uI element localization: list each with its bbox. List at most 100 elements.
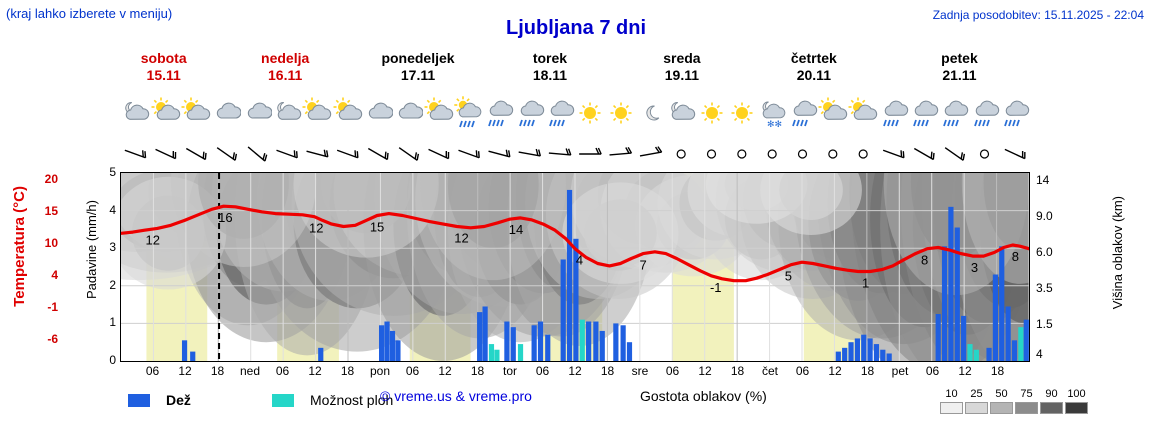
precip-tick-1: 4 <box>109 202 116 217</box>
x-tick-24: 06 <box>925 364 940 378</box>
temp-label-0: 12 <box>146 232 160 247</box>
temp-label-3: 15 <box>370 219 384 234</box>
temp-label-4: 12 <box>454 231 468 246</box>
cloud-density-tick-1: 25 <box>970 388 983 400</box>
cloud-tick-4: 1.5 <box>1036 317 1053 331</box>
wind-barbs <box>124 146 1026 162</box>
temp-label-10: 1 <box>862 275 869 290</box>
precip-bar-48 <box>1018 327 1024 361</box>
weather-icon-slot-22 <box>788 96 818 130</box>
cloud-density-swatch-0 <box>940 402 963 414</box>
day-date: 20.11 <box>796 67 831 83</box>
temp-tick-1: 15 <box>44 204 58 218</box>
weather-icon-cloud-rain <box>912 100 939 127</box>
precip-bar-28 <box>842 347 848 361</box>
weather-icon-slot-17 <box>636 96 666 130</box>
precip-bar-21 <box>586 321 592 361</box>
cloud-density-swatch-2 <box>990 402 1013 414</box>
temp-label-6: 4 <box>576 253 583 268</box>
cloud-density-tick-2: 50 <box>995 388 1008 400</box>
precip-tick-2: 3 <box>109 240 116 255</box>
precip-bar-38 <box>948 206 954 361</box>
plot-canvas: 12 16 12 15 12 14 4 7 -1 5 1 8 3 8 <box>121 173 1029 361</box>
cloud-density-tick-3: 75 <box>1020 388 1033 400</box>
x-tick-26: 18 <box>990 364 1005 378</box>
temperature-tick-labels: 20 15 10 4 -1 -6 <box>30 172 58 362</box>
weather-icon-cloud <box>216 102 242 119</box>
day-header-row: sobota 15.11 nedelja 16.11 ponedeljek 17.11 to… <box>120 50 1030 90</box>
temperature-axis-title-text: Temperatura (°C) <box>10 186 28 307</box>
page-title: Ljubljana 7 dni <box>505 17 646 39</box>
precip-bar-34 <box>880 349 886 361</box>
weather-icon-cloud-rain <box>973 100 999 127</box>
precip-bar-17 <box>560 259 566 361</box>
precip-bar-12 <box>510 327 516 361</box>
cloud-density-swatch-5 <box>1065 402 1088 414</box>
svg-text:✻✻: ✻✻ <box>767 119 782 129</box>
weather-icon-slot-5 <box>272 96 302 130</box>
cloud-axis-title: Višina oblakov (km) <box>1110 196 1125 312</box>
x-tick-22: 18 <box>860 364 875 378</box>
temp-label-11: 8 <box>921 253 928 268</box>
x-tick-15: sre <box>631 364 649 378</box>
weather-icon-cloud-moon <box>277 101 302 120</box>
precip-bar-49 <box>1023 319 1029 361</box>
precip-bar-2 <box>318 347 324 361</box>
cloud-tick-0: 14 <box>1036 173 1050 187</box>
credit-link[interactable]: © vreme.us & vreme.pro <box>380 388 532 404</box>
precip-bar-7 <box>477 312 483 361</box>
x-axis-tick-labels: 06 12 18 ned 06 12 18 pon 06 12 18 tor 06 12 18 sre 06 12… <box>120 364 1030 380</box>
precip-bar-1 <box>190 351 196 361</box>
cloud-tick-5: 4 <box>1036 347 1043 361</box>
x-tick-2: 18 <box>210 364 225 378</box>
cloud-density-tick-5: 100 <box>1067 388 1086 400</box>
weather-icon-slot-9 <box>393 96 424 130</box>
weather-icon-cloud-rain <box>518 100 544 127</box>
precip-bar-15 <box>537 321 544 361</box>
rain-legend-swatch <box>128 394 150 407</box>
precip-bar-39 <box>954 227 960 361</box>
weather-icon-slot-11 <box>454 96 484 130</box>
temperature-axis-title: Temperatura (°C) <box>6 186 32 311</box>
temperature-line <box>121 204 1029 283</box>
day-header-4: sreda 19.11 <box>616 50 748 84</box>
x-tick-7: pon <box>369 364 391 378</box>
precip-bar-4 <box>384 321 390 361</box>
cloud-density-legend: 10 25 50 75 90 100 <box>940 386 1140 420</box>
weather-icon-slot-25 <box>879 96 909 130</box>
precip-bar-10 <box>494 349 500 361</box>
weather-icon-cloud-rain <box>882 100 908 127</box>
weather-icon-slot-0 <box>120 96 150 130</box>
weather-icon-sun-cloud <box>424 97 453 120</box>
rain-legend-label: Dež <box>166 392 191 408</box>
weather-icon-slot-16 <box>606 96 636 130</box>
weather-icon-sun-cloud <box>333 97 362 120</box>
weather-icon-slot-29 <box>1000 96 1030 130</box>
cloud-density-swatch-1 <box>965 402 988 414</box>
x-tick-1: 12 <box>178 364 192 378</box>
temp-tick-2: 10 <box>44 236 58 250</box>
day-name: petek <box>941 50 978 66</box>
precip-bar-31 <box>861 334 867 361</box>
weather-icon-cloud-rain <box>791 100 817 127</box>
x-tick-25: 12 <box>958 364 972 378</box>
weather-icon-slot-28 <box>970 96 1000 130</box>
weather-icon-moon <box>646 105 660 121</box>
location-note: (kraj lahko izberete v meniju) <box>6 6 173 21</box>
x-tick-9: 12 <box>438 364 452 378</box>
temp-label-9: 5 <box>785 269 792 284</box>
weather-icon-slot-24 <box>848 96 878 130</box>
x-tick-16: 06 <box>665 364 680 378</box>
weather-icon-slot-20 <box>727 96 757 130</box>
temp-label-7: 7 <box>639 258 646 273</box>
weather-icon-sun-rain <box>454 96 482 128</box>
weather-icon-slot-4 <box>242 96 272 130</box>
cloud-tick-labels: 14 9.0 6.0 3.5 1.5 4 <box>1034 172 1064 362</box>
precip-bar-18 <box>566 189 573 361</box>
weather-icon-slot-27 <box>939 96 969 130</box>
weather-icon-sun <box>579 102 601 124</box>
temp-label-13: 8 <box>1012 249 1019 264</box>
x-tick-10: 18 <box>470 364 485 378</box>
x-tick-4: 06 <box>275 364 290 378</box>
precip-bar-19 <box>573 238 579 361</box>
